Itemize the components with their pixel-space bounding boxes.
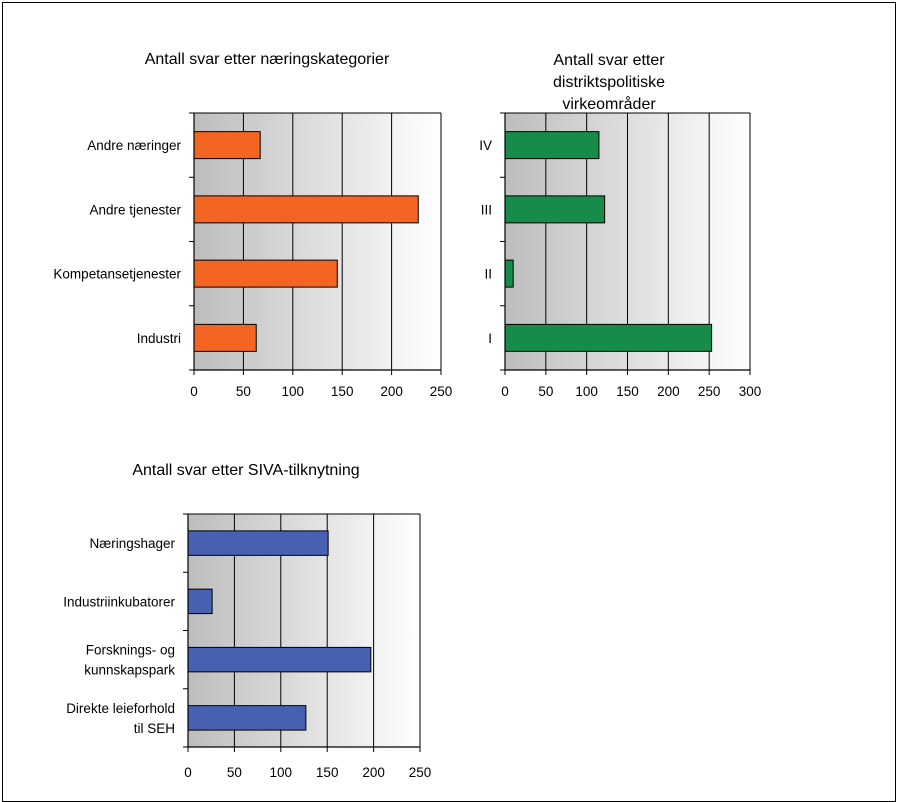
x-tick-label: 200 (380, 384, 403, 399)
bar (504, 259, 514, 288)
x-tick-label: 100 (282, 384, 305, 399)
x-tick-label: 150 (331, 384, 354, 399)
chart-title: Antall svar etter næringskategorier (145, 51, 390, 68)
x-tick-label: 250 (430, 384, 453, 399)
category-label: Industriinkubatorer (63, 594, 175, 609)
chart-title: virkeområder (562, 95, 656, 113)
bar (193, 131, 261, 160)
chart-title: distriktspolitiske (553, 74, 665, 91)
category-label: Andre næringer (87, 138, 181, 153)
x-tick-label: 100 (270, 765, 293, 780)
x-tick-label: 200 (362, 765, 385, 780)
bar (193, 195, 419, 224)
category-label: Kompetansetjenester (53, 267, 181, 282)
category-label: Andre tjenester (89, 202, 181, 217)
bar (193, 323, 257, 352)
category-label: kunnskapspark (84, 663, 175, 678)
bar (187, 588, 213, 615)
x-tick-label: 250 (698, 384, 721, 399)
x-tick-label: 150 (316, 765, 339, 780)
x-tick-label: 150 (616, 384, 639, 399)
bar (504, 195, 606, 224)
x-tick-label: 0 (190, 384, 198, 399)
bar (504, 131, 600, 160)
bar (504, 323, 713, 352)
category-label: III (481, 202, 492, 217)
category-label: I (488, 331, 492, 346)
chart-title: Antall svar etter (553, 52, 665, 69)
category-label: til SEH (134, 721, 175, 736)
x-tick-label: 200 (657, 384, 680, 399)
x-tick-label: 50 (236, 384, 251, 399)
category-label: IV (479, 138, 492, 153)
bar (187, 530, 329, 556)
x-tick-label: 50 (227, 765, 242, 780)
category-label: Forsknings- og (86, 643, 175, 658)
chart-2: Antall svar etter distriktspolitiske virke… (479, 52, 761, 399)
bar (187, 646, 372, 673)
category-label: II (484, 267, 492, 282)
x-tick-label: 0 (501, 384, 509, 399)
x-tick-label: 100 (575, 384, 598, 399)
category-label: Direkte leieforhold (66, 701, 175, 716)
category-label: Industri (137, 331, 181, 346)
x-tick-label: 0 (184, 765, 192, 780)
x-tick-label: 300 (739, 384, 762, 399)
bar (193, 259, 338, 288)
chart-3: Antall svar etter SIVA-tilknytning 0 50 100… (63, 462, 431, 780)
category-label: Næringshager (89, 536, 175, 551)
bar (187, 705, 307, 731)
x-tick-label: 250 (409, 765, 432, 780)
chart-1: Antall svar etter næringskategorier 0 50 10… (53, 51, 452, 399)
x-tick-label: 50 (538, 384, 553, 399)
chart-title: Antall svar etter SIVA-tilknytning (132, 462, 359, 479)
